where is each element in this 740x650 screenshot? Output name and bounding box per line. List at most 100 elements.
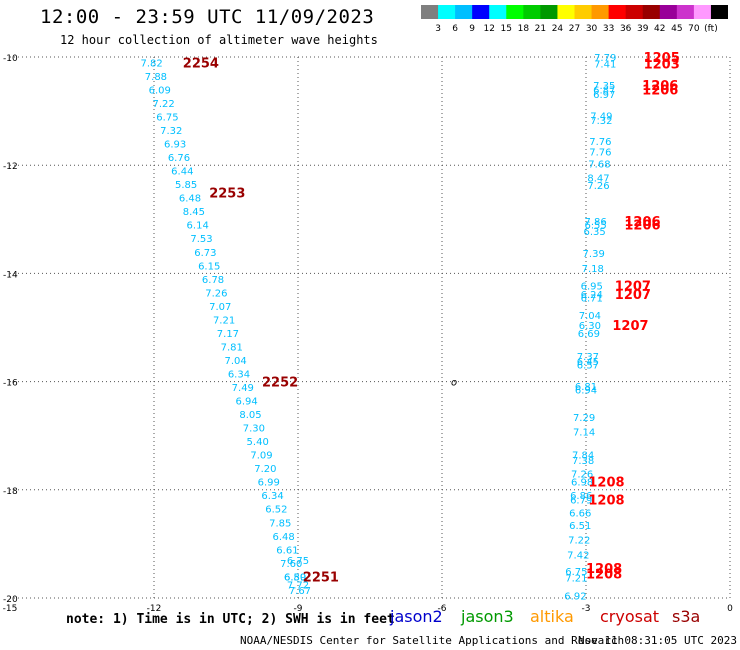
legend-label: 15: [501, 24, 512, 33]
wave-height-label: 7.49: [590, 111, 612, 122]
wave-height-label: 7.37: [577, 352, 599, 363]
wave-height-label: 7.60: [280, 559, 302, 570]
wave-height-label: 7.04: [224, 356, 246, 367]
satellite-label-s3a: s3a: [672, 607, 701, 626]
wave-height-label: 6.34: [228, 369, 250, 380]
pass-time-label: 2251: [303, 570, 339, 585]
legend-label: 45: [671, 24, 682, 33]
wave-height-label: 7.68: [588, 160, 610, 171]
pass-time-label: 1208: [588, 494, 624, 509]
wave-height-label: 7.76: [589, 137, 611, 148]
page-title: 12:00 - 23:59 UTC 11/09/2023: [40, 6, 375, 28]
x-tick-label: -12: [147, 604, 162, 614]
x-tick-label: -9: [294, 604, 303, 614]
legend-swatch: [523, 5, 541, 19]
legend-swatch: [659, 5, 678, 19]
legend-label: 6: [452, 24, 458, 33]
wave-height-label: 8.45: [183, 207, 205, 218]
pass-time-label: 1203: [644, 57, 680, 72]
timestamp-text: Nov 11 08:31:05 UTC 2023: [578, 634, 737, 647]
wave-height-label: 6.59: [284, 572, 306, 583]
wave-height-label: 7.49: [232, 383, 254, 394]
wave-height-label: 7.32: [160, 126, 182, 137]
wave-height-label: 7.22: [152, 99, 174, 110]
wave-height-label: 7.20: [254, 464, 276, 475]
wave-height-label: 8.47: [587, 174, 609, 185]
legend-label: 36: [620, 24, 632, 33]
wave-height-label: 6.86: [570, 491, 592, 502]
wave-height-label: 6.15: [198, 261, 220, 272]
wave-height-label: 5.40: [247, 437, 269, 448]
wave-height-label: 6.44: [171, 167, 193, 178]
wave-height-label: 6.24: [581, 290, 603, 301]
wave-height-label: 7.26: [571, 470, 593, 481]
legend-swatch: [591, 5, 610, 19]
wave-height-label: 6.92: [564, 591, 586, 602]
wave-height-label: 6.99: [258, 478, 280, 489]
wave-height-label: 7.72: [287, 580, 309, 591]
wave-height-label: 6.97: [593, 90, 615, 101]
wave-height-label: 6.55: [584, 221, 606, 232]
y-tick-label: -10: [3, 54, 18, 64]
wave-height-label: 8.05: [239, 410, 261, 421]
wave-height-label: 6.79: [570, 496, 592, 507]
wave-height-label: 6.98: [571, 478, 593, 489]
legend-label: 3: [435, 24, 441, 33]
wave-height-label: 7.76: [589, 148, 611, 159]
wave-height-label: 7.42: [567, 551, 589, 562]
legend-label: 27: [569, 24, 580, 33]
wave-height-label: 6.45: [577, 357, 599, 368]
wave-height-label: 6.66: [569, 509, 591, 520]
wave-height-label: 6.75: [287, 556, 309, 567]
wave-height-label: 6.76: [168, 153, 190, 164]
pass-time-label: 1207: [612, 319, 648, 334]
legend-label: 42: [654, 24, 665, 33]
pass-time-label: 1206: [642, 79, 678, 94]
legend-swatch: [472, 5, 490, 19]
wave-height-label: 6.69: [578, 329, 600, 340]
wave-height-label: 6.87: [593, 85, 615, 96]
wave-height-label: 6.09: [149, 85, 171, 96]
wave-height-label: 7.26: [587, 181, 609, 192]
legend-swatch: [693, 5, 712, 19]
wave-height-label: 7.04: [579, 311, 601, 322]
legend-label: 21: [535, 24, 546, 33]
wave-height-label: 7.22: [568, 536, 590, 547]
note-text: note: 1) Time is in UTC; 2) SWH is in fe…: [66, 612, 395, 627]
x-tick-label: 0: [727, 604, 733, 614]
legend-label: 39: [637, 24, 649, 33]
pass-time-label: 1208: [586, 562, 622, 577]
wave-height-label: 6.73: [194, 248, 216, 259]
wave-height-label: 6.94: [575, 386, 597, 397]
legend-swatch: [574, 5, 593, 19]
legend-swatch: [455, 5, 473, 19]
wave-height-label: 6.80: [284, 572, 306, 583]
wave-height-label: 7.88: [145, 72, 167, 83]
wave-height-label: 7.82: [140, 58, 162, 69]
wave-height-label: 7.38: [572, 456, 594, 467]
wave-height-label: 7.86: [584, 217, 606, 228]
wave-height-label: 7.35: [593, 81, 615, 92]
legend-swatch: [438, 5, 456, 19]
legend-swatch: [557, 5, 575, 19]
legend-label: 70: [688, 24, 700, 33]
wave-height-label: 7.21: [213, 315, 235, 326]
wave-height-label: 7.29: [573, 413, 595, 424]
wave-height-label: 7.81: [221, 342, 243, 353]
pass-time-label: 1208: [588, 476, 624, 491]
wave-height-label: 6.48: [179, 194, 201, 205]
pass-time-label: 1206: [642, 83, 678, 98]
legend-swatch: [540, 5, 558, 19]
wave-height-label: 6.57: [577, 360, 599, 371]
wave-height-label: 6.81: [575, 382, 597, 393]
y-tick-label: -12: [3, 162, 18, 172]
wave-height-label: 7.18: [582, 264, 604, 275]
legend-label: (ft): [704, 24, 718, 33]
wave-height-label: 6.78: [202, 275, 224, 286]
satellite-label-jason2: jason2: [390, 607, 443, 626]
wave-height-label: 6.14: [187, 221, 209, 232]
wave-height-label: 6.93: [164, 140, 186, 151]
legend-swatch: [506, 5, 524, 19]
y-tick-label: -14: [3, 270, 18, 280]
chart-subtitle: 12 hour collection of altimeter wave hei…: [60, 33, 378, 47]
